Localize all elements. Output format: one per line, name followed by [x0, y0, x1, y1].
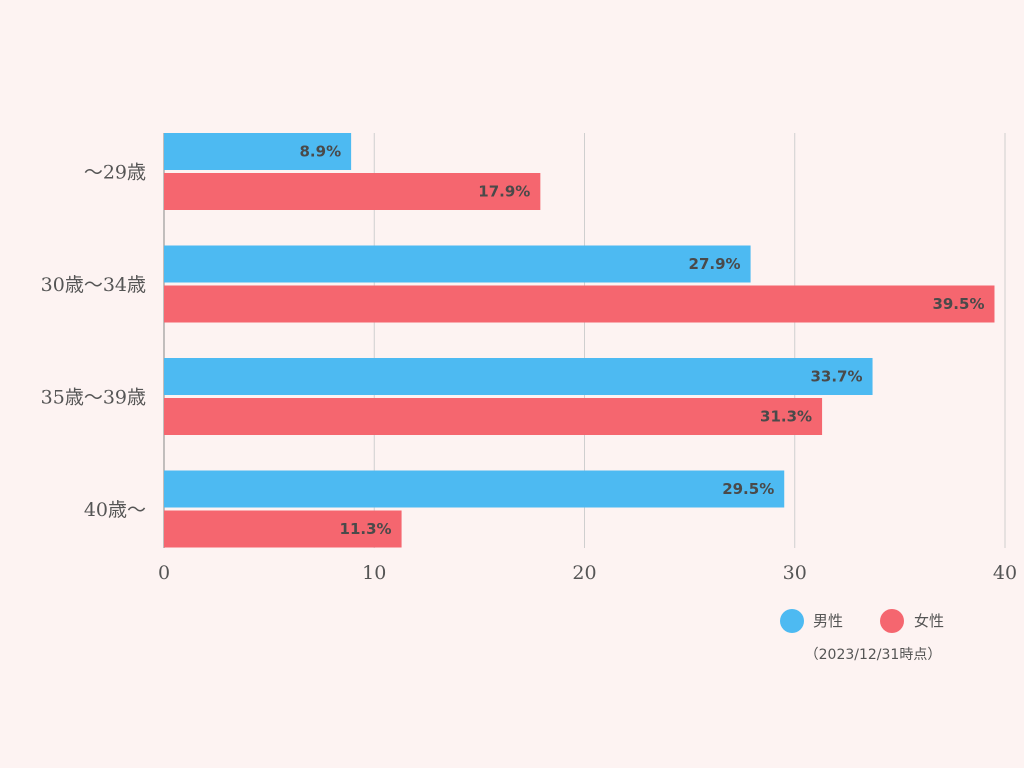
category-label: 30歳～34歳 [41, 274, 146, 296]
category-label: 35歳～39歳 [41, 387, 146, 409]
data-label: 29.5% [722, 480, 774, 498]
x-tick-label: 10 [362, 562, 386, 584]
bar-female [164, 173, 541, 210]
bars: 8.9% 27.9% 33.7% 29.5% 17.9% 39.5% 31.3% 11.3% [164, 133, 995, 548]
x-tick-label: 0 [158, 562, 170, 584]
data-label: 8.9% [300, 143, 342, 161]
bar-female [164, 398, 823, 435]
bar-female [164, 510, 402, 548]
bar-male [164, 245, 751, 283]
bar-male [164, 358, 873, 395]
category-label: ～29歳 [84, 162, 146, 184]
legend-label-male: 男性 [813, 612, 843, 630]
date-note: （2023/12/31時点） [805, 647, 942, 663]
legend: 男性 女性 [780, 609, 944, 633]
x-tick-label: 40 [993, 562, 1017, 584]
x-tick-label: 30 [783, 562, 807, 584]
legend-swatch-female [880, 609, 904, 633]
bar-male [164, 470, 785, 508]
data-label: 33.7% [810, 368, 862, 386]
category-labels: ～29歳 30歳～34歳 35歳～39歳 40歳～ [41, 162, 146, 522]
legend-label-female: 女性 [914, 612, 944, 630]
category-label: 40歳～ [84, 499, 146, 521]
data-label: 27.9% [689, 255, 741, 273]
bar-female [164, 285, 995, 323]
data-label: 31.3% [760, 408, 812, 426]
data-label: 11.3% [340, 520, 392, 538]
x-tick-labels: 0 10 20 30 40 [158, 562, 1017, 584]
legend-swatch-male [780, 609, 804, 633]
data-label: 39.5% [932, 295, 984, 313]
bar-male [164, 133, 352, 170]
x-tick-label: 20 [572, 562, 596, 584]
data-label: 17.9% [478, 183, 530, 201]
